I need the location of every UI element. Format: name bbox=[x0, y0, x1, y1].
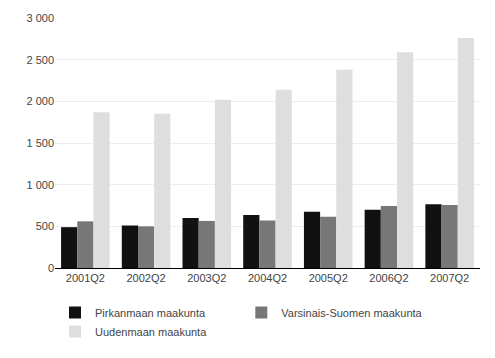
svg-text:2002Q2: 2002Q2 bbox=[126, 272, 165, 284]
svg-text:2004Q2: 2004Q2 bbox=[248, 272, 287, 284]
svg-text:2001Q2: 2001Q2 bbox=[66, 272, 105, 284]
svg-text:2005Q2: 2005Q2 bbox=[309, 272, 348, 284]
svg-text:3 000: 3 000 bbox=[26, 12, 54, 24]
svg-text:1 000: 1 000 bbox=[26, 179, 54, 191]
svg-text:2 500: 2 500 bbox=[26, 54, 54, 66]
svg-text:2006Q2: 2006Q2 bbox=[369, 272, 408, 284]
svg-text:Varsinais-Suomen maakunta: Varsinais-Suomen maakunta bbox=[281, 307, 422, 319]
svg-text:2 000: 2 000 bbox=[26, 95, 54, 107]
svg-text:0: 0 bbox=[48, 262, 54, 274]
svg-text:2003Q2: 2003Q2 bbox=[187, 272, 226, 284]
svg-text:1 500: 1 500 bbox=[26, 137, 54, 149]
svg-text:500: 500 bbox=[36, 220, 54, 232]
svg-text:Uudenmaan maakunta: Uudenmaan maakunta bbox=[95, 326, 207, 338]
svg-text:Pirkanmaan maakunta: Pirkanmaan maakunta bbox=[95, 307, 206, 319]
svg-text:2007Q2: 2007Q2 bbox=[430, 272, 469, 284]
